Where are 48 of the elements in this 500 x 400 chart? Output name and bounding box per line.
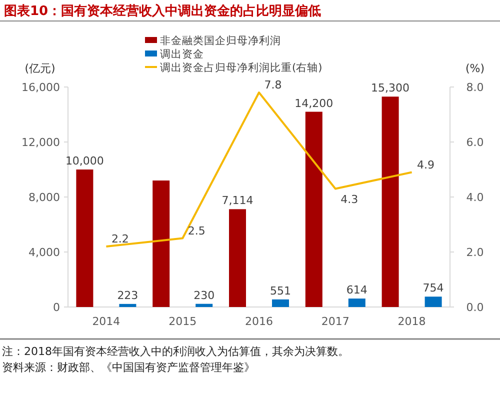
y2-tick-label: 6.0: [466, 136, 484, 149]
legend-label: 调出资金占归母净利润比重(右轴): [160, 61, 322, 74]
legend-label: 调出资金: [160, 48, 204, 60]
y-tick-label: 12,000: [22, 136, 60, 149]
bar: [348, 298, 366, 307]
text: 资料来源：财政部、《中国国有资产监督管理年鉴》: [2, 361, 255, 374]
bar: [305, 112, 322, 307]
y-tick-label: 4,000: [28, 246, 60, 259]
text: 注：2018年国有资本经营收入中的利润收入为估算值，其余为决算数。: [2, 345, 349, 358]
bar: [382, 96, 399, 307]
data-label: 551: [270, 284, 291, 298]
x-tick-label: 2015: [168, 315, 197, 328]
data-label: 14,200: [294, 96, 334, 110]
y-tick-label: 8,000: [28, 191, 60, 204]
bar: [272, 299, 289, 307]
x-tick-label: 2018: [398, 315, 426, 328]
data-label: 2.2: [111, 232, 129, 246]
y-tick-label: 0: [53, 301, 60, 314]
data-label: 15,300: [371, 82, 410, 95]
x-tick-label: 2017: [321, 315, 350, 328]
bar: [119, 304, 136, 307]
line-series: [105, 92, 413, 248]
bar: [229, 209, 246, 307]
data-label: 754: [422, 282, 444, 295]
bar: [424, 296, 442, 307]
data-label: 4.9: [417, 158, 435, 172]
y-tick-label: 16,000: [22, 81, 60, 94]
data-label: 2.5: [188, 224, 206, 238]
y2-tick-label: 4.0: [466, 191, 484, 204]
data-label: 230: [194, 288, 215, 302]
data-label: 614: [346, 284, 368, 297]
data-label: 10,000: [65, 154, 104, 168]
bar: [76, 170, 94, 307]
y-axis-title: (亿元): [24, 62, 56, 75]
y2-tick-label: 8.0: [466, 81, 484, 94]
data-label: 7,114: [222, 194, 254, 208]
bar: [196, 304, 213, 307]
data-label: 7.8: [264, 78, 282, 92]
x-tick-label: 2014: [92, 315, 120, 328]
chart-title: 图表10：国有资本经营收入中调出资金的占比明显偏低: [4, 3, 322, 19]
y2-tick-label: 2.0: [466, 246, 484, 259]
x-tick-label: 2016: [245, 315, 273, 328]
data-label: 223: [117, 288, 138, 302]
y2-tick-label: 0.0: [466, 301, 484, 314]
y2-axis-title: (%): [465, 62, 485, 75]
bar: [152, 180, 170, 307]
data-label: 4.3: [340, 192, 358, 206]
legend-label: 非金融类国企归母净利润: [160, 34, 281, 47]
